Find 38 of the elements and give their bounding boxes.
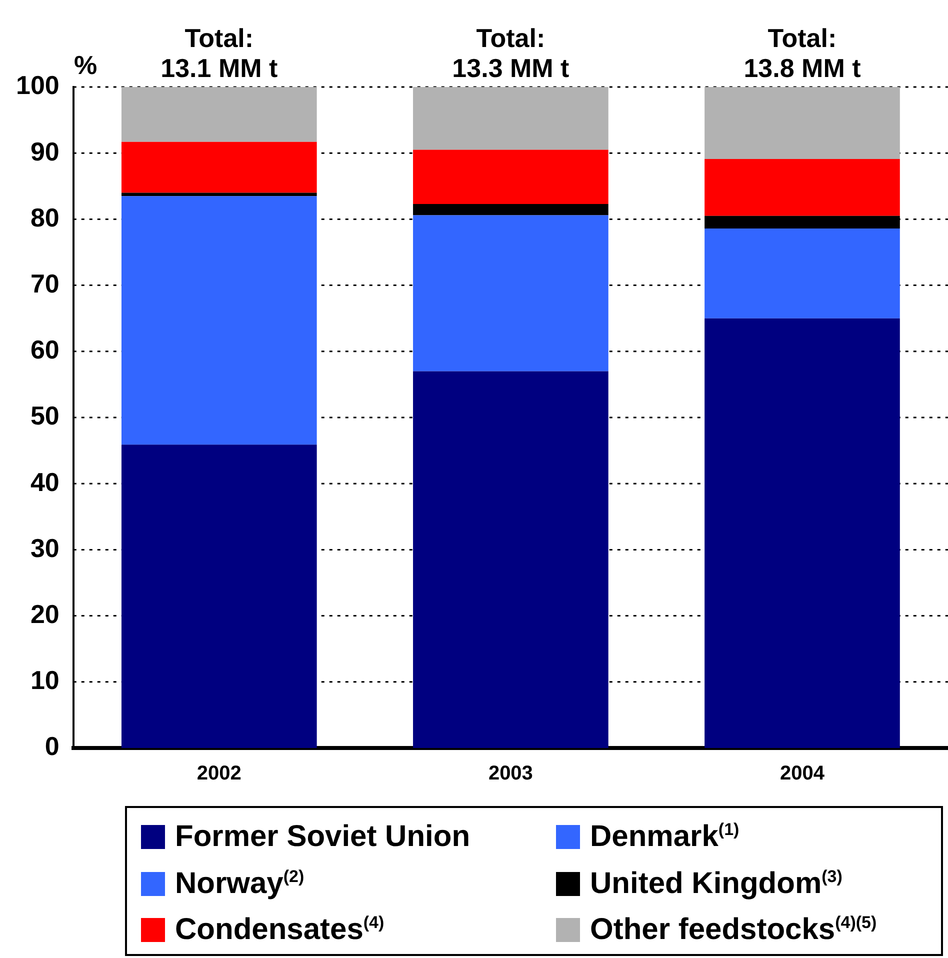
y-axis-title: % (74, 50, 98, 80)
annotation: Total: 13.1 MM t (160, 23, 278, 83)
legend-label: Other feedstocks$^{(4)(5)}$ (590, 913, 877, 948)
x-tick-label: 2002 (196, 762, 242, 785)
y-tick-label: 60 (30, 334, 60, 365)
bar (121, 142, 317, 193)
bar (121, 87, 317, 142)
y-tick-label: 80 (30, 202, 60, 232)
bar (704, 87, 900, 160)
y-tick-label: 100 (16, 70, 60, 100)
legend-label: Former Soviet Union (175, 820, 470, 854)
y-tick-label: 40 (30, 466, 60, 497)
bar (413, 150, 608, 204)
bar (413, 371, 608, 748)
y-tick-label: 0 (44, 731, 60, 762)
x-tick-label: 2004 (780, 762, 826, 785)
annotation: Total: 13.8 MM t (744, 23, 862, 83)
legend-label: Denmark$^{(1)}$ (590, 820, 740, 854)
legend-label: Norway$^{(2)}$ (175, 866, 304, 901)
bar (413, 87, 608, 150)
bar (121, 192, 317, 196)
y-tick-label: 20 (30, 598, 60, 629)
legend-label: United Kingdom$^{(3)}$ (590, 866, 842, 901)
bar (121, 444, 317, 748)
y-tick-label: 30 (30, 532, 60, 563)
annotation: Total: 13.3 MM t (452, 23, 570, 83)
x-tick-label: 2003 (488, 762, 533, 785)
y-tick-label: 50 (30, 400, 60, 431)
y-tick-label: 90 (30, 136, 60, 166)
y-tick-label: 70 (30, 268, 60, 298)
y-tick-label: 10 (30, 665, 60, 696)
bar (413, 215, 608, 372)
bar (121, 196, 317, 445)
bar (704, 318, 900, 748)
bar (704, 228, 900, 318)
bar (413, 204, 608, 216)
bar (704, 159, 900, 216)
legend-label: Condensates$^{(4)}$ (175, 913, 384, 948)
